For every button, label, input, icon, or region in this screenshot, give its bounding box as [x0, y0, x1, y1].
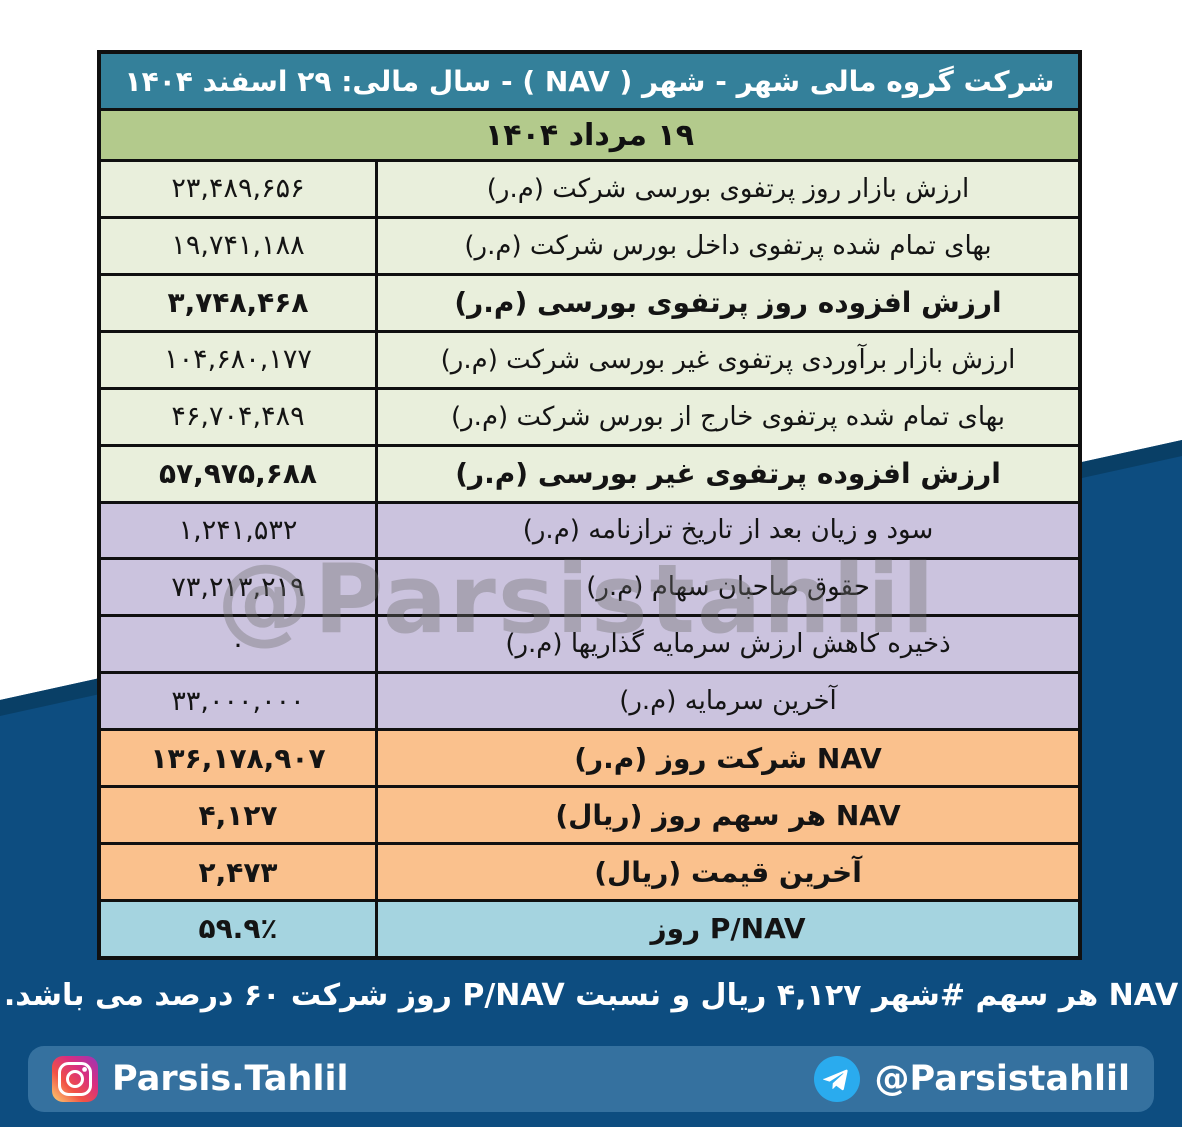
table-row: ۲,۴۷۳ آخرین قیمت (ریال) — [101, 845, 1078, 902]
row-value: ۳۳,۰۰۰,۰۰۰ — [101, 674, 378, 729]
table-row: ۱۳۶,۱۷۸,۹۰۷ NAV شرکت روز (م.ر) — [101, 731, 1078, 789]
row-value: ۲,۴۷۳ — [101, 845, 378, 899]
row-label: P/NAV روز — [650, 912, 806, 946]
table-row: ۳,۷۴۸,۴۶۸ ارزش افزوده روز پرتفوی بورسی (م… — [101, 275, 1078, 333]
instagram-icon — [52, 1056, 98, 1102]
table-row: ۲۳,۴۸۹,۶۵۶ ارزش بازار روز پرتفوی بورسی شر… — [101, 162, 1078, 219]
row-value: ۱۰۴,۶۸۰,۱۷۷ — [101, 332, 378, 387]
row-label: بهای تمام شده پرتفوی داخل بورس شرکت (م.ر… — [464, 230, 992, 261]
row-value: ۴۶,۷۰۴,۴۸۹ — [101, 389, 378, 444]
table-row: ۱۰۴,۶۸۰,۱۷۷ ارزش بازار برآوردی پرتفوی غیر… — [101, 332, 1078, 390]
row-value: ۱,۲۴۱,۵۳۲ — [101, 503, 378, 558]
row-label: ذخیره کاهش ارزش سرمایه گذاریها (م.ر) — [505, 629, 951, 660]
row-label: ارزش افزوده پرتفوی غیر بورسی (م.ر) — [455, 457, 1001, 491]
row-value: ۲۳,۴۸۹,۶۵۶ — [101, 162, 378, 216]
row-value: ۷۳,۲۱۳,۲۱۹ — [101, 560, 378, 615]
table-row: ۰ ذخیره کاهش ارزش سرمایه گذاریها (م.ر) — [101, 617, 1078, 675]
row-label: بهای تمام شده پرتفوی خارج از بورس شرکت (… — [450, 401, 1006, 432]
table-row: ۵۹.۹٪ P/NAV روز — [101, 901, 1078, 956]
table-title: شرکت گروه مالی شهر - شهر ( NAV ) - سال م… — [101, 54, 1078, 111]
nav-table: شرکت گروه مالی شهر - شهر ( NAV ) - سال م… — [97, 50, 1082, 960]
table-body: ۲۳,۴۸۹,۶۵۶ ارزش بازار روز پرتفوی بورسی شر… — [101, 162, 1078, 956]
row-value: ۵۷,۹۷۵,۶۸۸ — [101, 446, 378, 501]
row-value: ۴,۱۲۷ — [101, 788, 378, 843]
row-label: NAV هر سهم روز (ریال) — [555, 798, 901, 832]
date-header: ۱۹ مرداد ۱۴۰۴ — [101, 111, 1078, 162]
row-label: ارزش افزوده روز پرتفوی بورسی (م.ر) — [454, 286, 1002, 320]
footer-note: NAV هر سهم #شهر ۴,۱۲۷ ریال و نسبت P/NAV … — [3, 978, 1179, 1013]
instagram-handle[interactable]: Parsis.Tahlil — [52, 1056, 348, 1102]
social-bar: Parsis.Tahlil @Parsistahlil — [28, 1046, 1154, 1112]
row-value: ۱۳۶,۱۷۸,۹۰۷ — [101, 731, 378, 786]
table-row: ۱۹,۷۴۱,۱۸۸ بهای تمام شده پرتفوی داخل بورس… — [101, 218, 1078, 276]
row-label: آخرین قیمت (ریال) — [594, 855, 862, 889]
table-row: ۵۷,۹۷۵,۶۸۸ ارزش افزوده پرتفوی غیر بورسی (… — [101, 446, 1078, 504]
instagram-handle-label: Parsis.Tahlil — [112, 1059, 349, 1099]
row-label: حقوق صاحبان سهام (م.ر) — [586, 572, 870, 603]
telegram-handle[interactable]: @Parsistahlil — [814, 1056, 1130, 1102]
table-row: ۳۳,۰۰۰,۰۰۰ آخرین سرمایه (م.ر) — [101, 674, 1078, 732]
table-row: ۱,۲۴۱,۵۳۲ سود و زیان بعد از تاریخ ترازنام… — [101, 503, 1078, 561]
row-value: ۰ — [101, 617, 378, 672]
telegram-handle-label: @Parsistahlil — [874, 1059, 1130, 1099]
row-label: سود و زیان بعد از تاریخ ترازنامه (م.ر) — [522, 515, 934, 546]
row-label: ارزش بازار برآوردی پرتفوی غیر بورسی شرکت… — [440, 344, 1016, 375]
row-value: ۱۹,۷۴۱,۱۸۸ — [101, 218, 378, 273]
table-row: ۴۶,۷۰۴,۴۸۹ بهای تمام شده پرتفوی خارج از ب… — [101, 389, 1078, 447]
row-label: ارزش بازار روز پرتفوی بورسی شرکت (م.ر) — [486, 173, 970, 204]
table-row: ۴,۱۲۷ NAV هر سهم روز (ریال) — [101, 788, 1078, 846]
row-value: ۵۹.۹٪ — [101, 901, 378, 956]
table-row: ۷۳,۲۱۳,۲۱۹ حقوق صاحبان سهام (م.ر) — [101, 560, 1078, 618]
row-value: ۳,۷۴۸,۴۶۸ — [101, 275, 378, 330]
row-label: آخرین سرمایه (م.ر) — [619, 686, 837, 717]
row-label: NAV شرکت روز (م.ر) — [574, 741, 882, 775]
telegram-icon — [814, 1056, 861, 1102]
